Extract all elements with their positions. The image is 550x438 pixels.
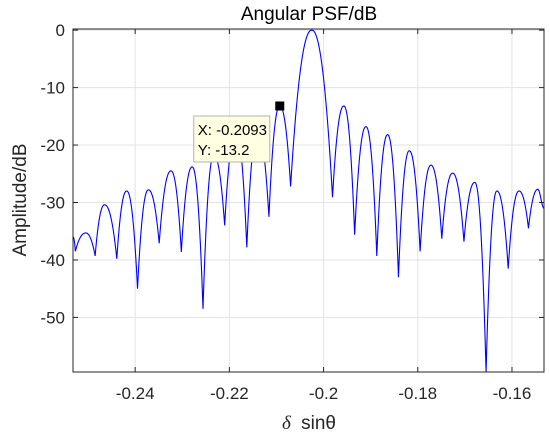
y-tick-label: -30 — [40, 194, 65, 213]
x-tick-labels: -0.24 -0.22 -0.2 -0.18 -0.16 — [116, 384, 532, 403]
y-tick-label: -20 — [40, 136, 65, 155]
y-tick-label: 0 — [56, 21, 65, 40]
y-tick-label: -40 — [40, 251, 65, 270]
data-tip-y: Y: -13.2 — [198, 142, 250, 159]
x-tick-marks — [134, 29, 513, 372]
y-tick-labels: 0 -10 -20 -30 -40 -50 — [40, 21, 65, 327]
data-tip-x: X: -0.2093 — [198, 122, 267, 139]
x-tick-label: -0.18 — [398, 384, 437, 403]
y-tick-marks — [73, 29, 544, 318]
plot-area — [72, 28, 545, 373]
y-tick-label: -50 — [40, 308, 65, 327]
y-tick-label: -10 — [40, 79, 65, 98]
x-axis-label: δ sinθ — [282, 413, 336, 434]
chart-title: Angular PSF/dB — [241, 4, 377, 25]
data-tip-box — [193, 115, 271, 163]
grid-lines — [73, 29, 544, 372]
x-axis-label-symbol: δ — [282, 413, 292, 434]
x-tick-label: -0.24 — [116, 384, 155, 403]
y-axis-label: Amplitude/dB — [10, 143, 31, 256]
x-axis-label-text: sinθ — [301, 413, 336, 434]
x-tick-label: -0.22 — [210, 384, 249, 403]
x-tick-label: -0.16 — [493, 384, 532, 403]
data-tip-marker[interactable] — [275, 101, 285, 111]
data-tip[interactable]: X: -0.2093 Y: -13.2 — [193, 101, 285, 163]
x-tick-label: -0.2 — [309, 384, 338, 403]
series-line — [73, 29, 544, 372]
